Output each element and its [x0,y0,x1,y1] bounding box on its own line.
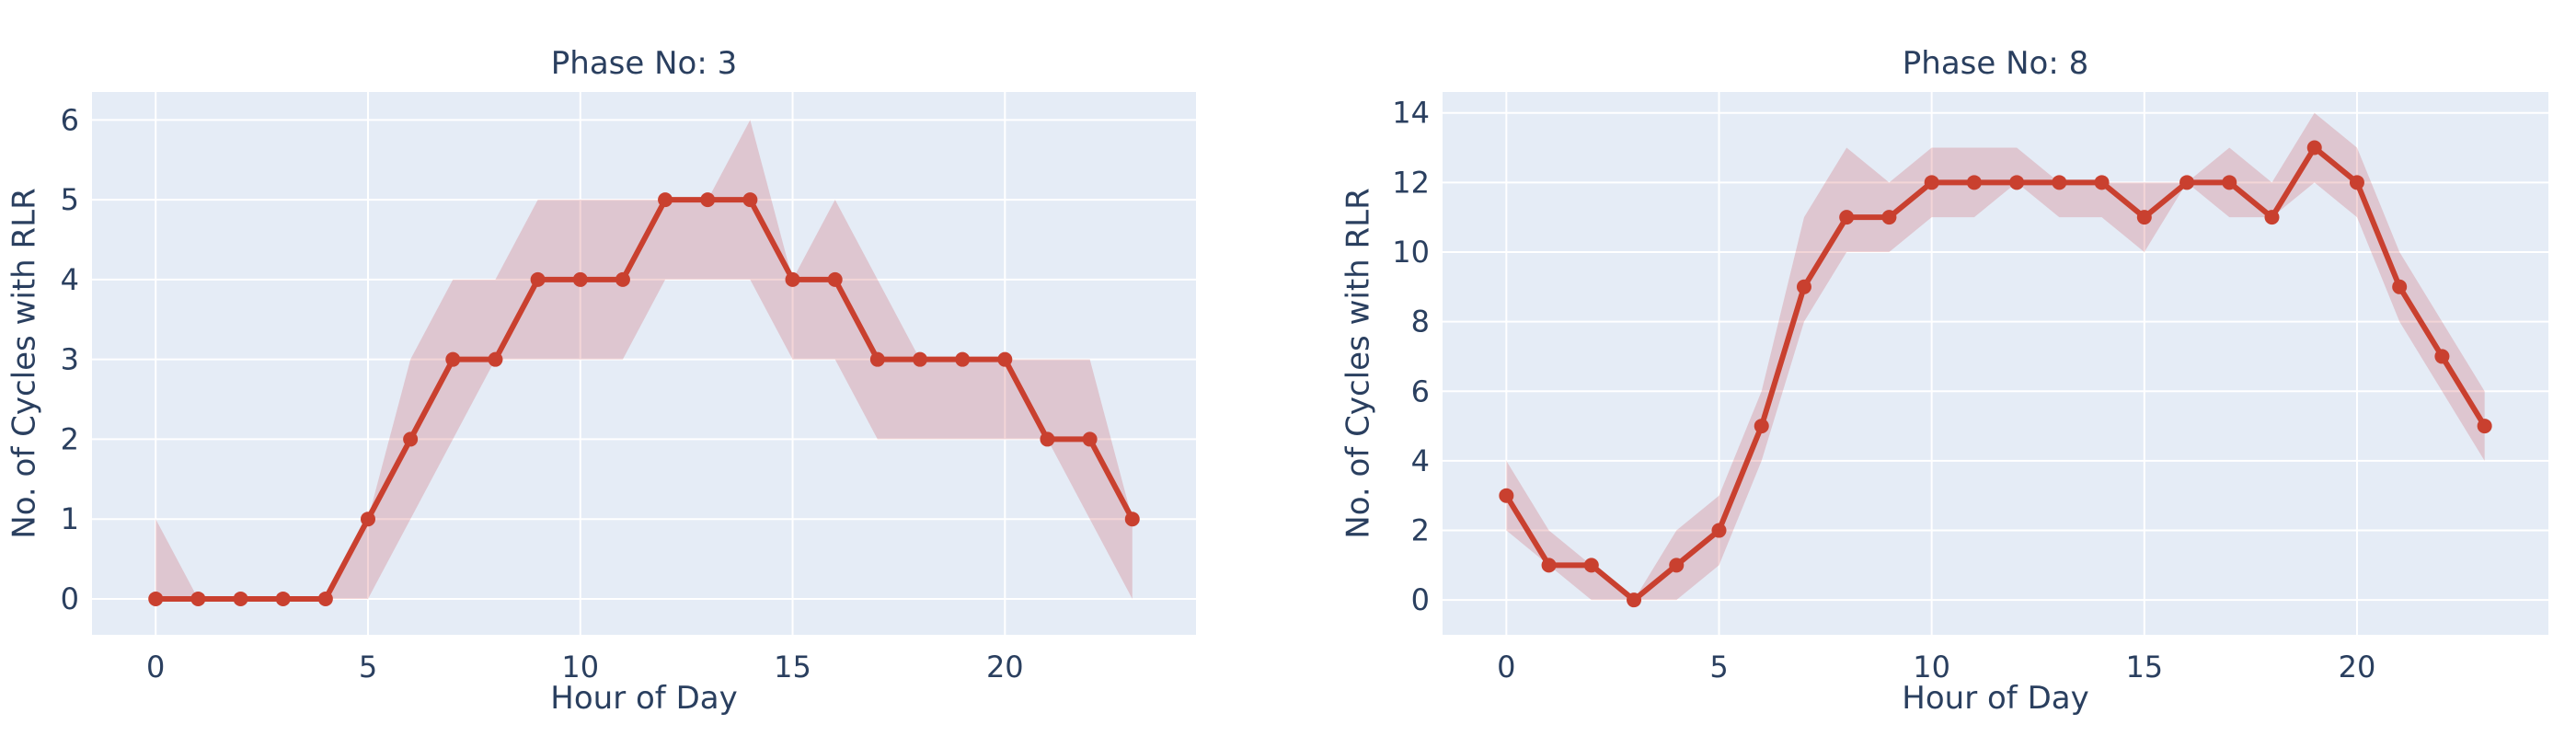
range-band [155,120,1133,599]
data-point [1881,210,1897,225]
data-point [2392,279,2408,294]
data-point [2264,210,2280,225]
y-tick-label: 4 [1411,443,1430,478]
x-axis-title: Hour of Day [550,680,737,717]
y-tick-label: 4 [61,262,79,297]
data-point [700,192,716,208]
data-point [1124,512,1140,527]
data-point [869,351,885,367]
data-point [955,351,971,367]
x-axis-title: Hour of Day [1902,680,2088,717]
x-tick-label: 20 [2339,650,2376,684]
y-tick-label: 2 [1411,513,1430,548]
data-point [1924,175,1939,190]
data-point [233,591,248,606]
data-point [361,512,375,527]
x-tick-label: 10 [561,650,599,684]
data-point [2052,175,2067,190]
y-tick-label: 1 [61,501,79,536]
y-tick-label: 6 [61,102,79,137]
data-point [615,271,630,287]
data-point [530,271,546,287]
data-point [1754,419,1769,434]
data-point [785,271,800,287]
data-point [1541,558,1557,573]
y-tick-label: 6 [1411,374,1430,408]
series-line [1503,144,2488,604]
y-tick-label: 0 [1411,582,1430,617]
data-point [2009,175,2025,190]
data-point [317,591,333,606]
data-point [445,351,461,367]
y-axis-title: No. of Cycles with RLR [1340,188,1377,538]
chart-title: Phase No: 3 [551,45,737,82]
data-point [2477,419,2492,434]
y-tick-label: 2 [61,421,79,456]
plot-area [92,92,1196,635]
data-point [1839,210,1855,225]
x-tick-label: 0 [146,650,165,684]
y-tick-label: 12 [1392,165,1430,200]
x-tick-label: 0 [1497,650,1515,684]
data-point [2349,175,2364,190]
y-axis-title: No. of Cycles with RLR [6,188,43,538]
data-point [2306,140,2322,155]
chart-title: Phase No: 8 [1903,45,2088,82]
y-tick-label: 3 [61,342,79,377]
y-tick-label: 5 [61,182,79,217]
data-point [1040,431,1055,447]
data-point [1796,279,1811,294]
x-tick-label: 5 [1709,650,1728,684]
data-point [488,351,503,367]
x-tick-label: 20 [986,650,1024,684]
x-tick-label: 15 [2125,650,2163,684]
data-point [1082,431,1098,447]
data-point [1499,488,1514,503]
data-point [2434,349,2450,364]
data-point [827,271,843,287]
y-tick-label: 8 [1411,305,1430,339]
y-tick-label: 0 [61,581,79,616]
data-point [1711,523,1727,538]
data-point [2222,175,2237,190]
data-point [1966,175,1982,190]
y-tick-label: 10 [1392,235,1430,270]
data-point [1583,558,1599,573]
chart-panel-2: 0 2 4 6 8 10 12 14 0 5 10 15 20 Phase No: 8 Hour of Da… [1340,45,2548,717]
data-point [572,271,588,287]
data-point [2094,175,2110,190]
data-point [1627,592,1642,608]
data-point [658,192,673,208]
x-tick-label: 10 [1913,650,1950,684]
data-point [997,351,1013,367]
data-point [913,351,927,367]
data-point [1669,558,1685,573]
data-point [148,591,164,606]
data-point [403,431,419,447]
data-point [2136,210,2152,225]
x-tick-label: 15 [774,650,811,684]
y-tick-label: 14 [1392,96,1430,131]
x-tick-label: 5 [359,650,377,684]
data-point [2179,175,2195,190]
data-point [275,591,291,606]
data-point [190,591,206,606]
chart-panel-1: 0 1 2 3 4 5 6 0 5 10 15 20 Phase No: 3 Hour of Day No.… [6,45,1196,717]
data-point [742,192,758,208]
range-band [1506,112,2485,601]
